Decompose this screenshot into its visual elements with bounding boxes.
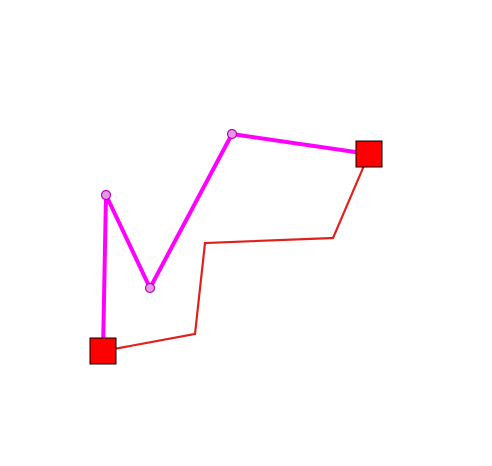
vertex-handle-2[interactable] <box>144 282 156 294</box>
end-endpoint-handle[interactable] <box>355 140 383 168</box>
vertex-handle-1[interactable] <box>100 189 112 201</box>
start-endpoint-handle[interactable] <box>89 337 117 365</box>
vertex-handle-3[interactable] <box>226 128 238 140</box>
reference-path <box>102 153 371 353</box>
